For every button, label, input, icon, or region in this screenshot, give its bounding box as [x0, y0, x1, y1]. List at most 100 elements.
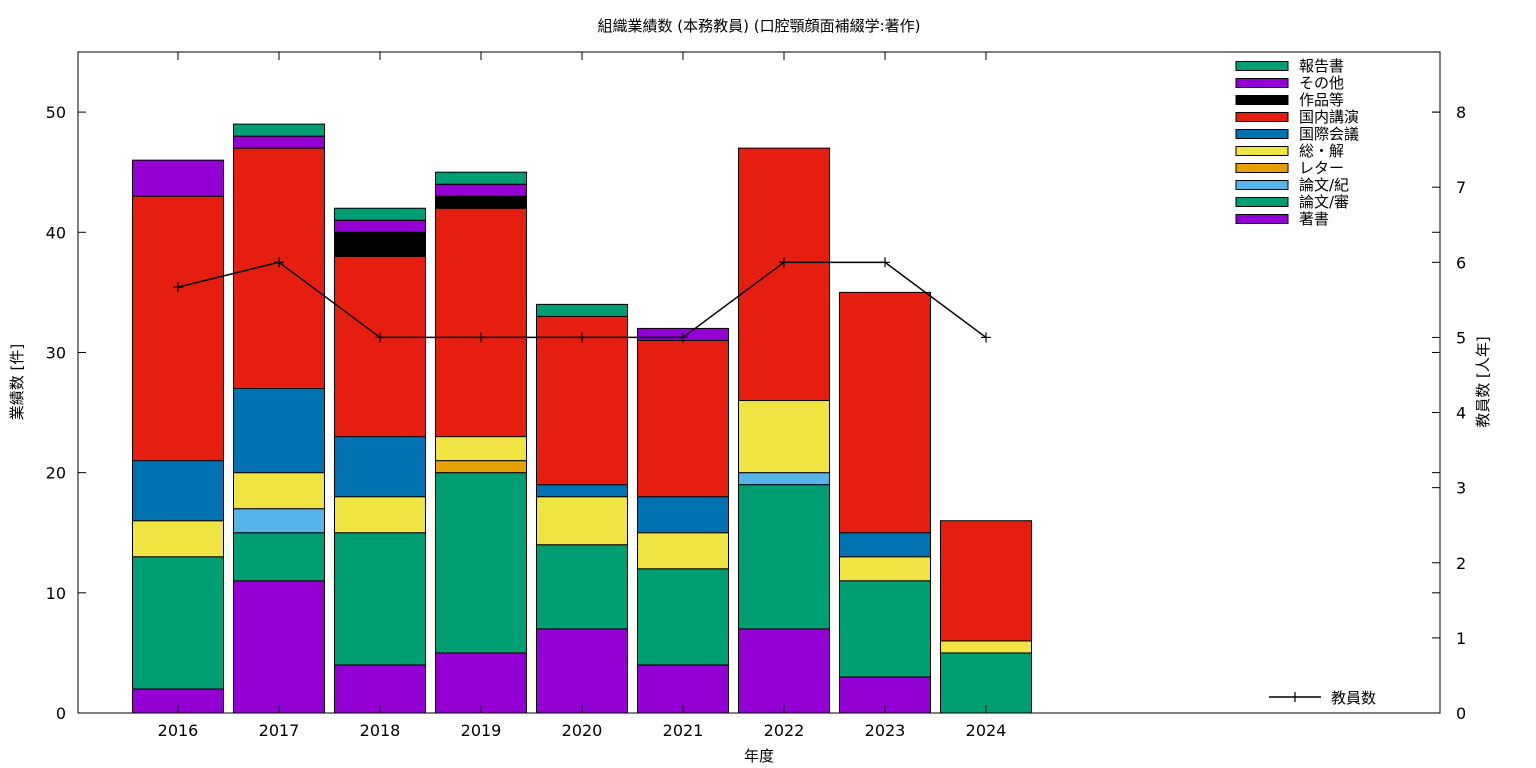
legend-item: 論文/審 [1235, 193, 1349, 211]
x-tick-label: 2018 [360, 721, 401, 740]
bar-2017-series-2 [233, 508, 325, 534]
bar-2018-series-8 [334, 219, 426, 233]
bar-2023-series-5 [839, 532, 931, 558]
bar-2024-series-6 [940, 520, 1032, 642]
y-axis-label: 業績数 [件] [8, 344, 26, 420]
legend-item: 論文/紀 [1235, 176, 1349, 194]
legend-swatch [1235, 214, 1289, 224]
legend-swatch [1235, 78, 1289, 88]
y2-tick-label: 1 [1456, 629, 1466, 648]
y-tick-label: 10 [46, 584, 66, 603]
legend-label: 著書 [1299, 210, 1329, 228]
x-axis-label: 年度 [744, 747, 774, 765]
bar-2022-series-6 [738, 147, 830, 402]
bar-2022-series-2 [738, 472, 830, 486]
legend-swatch [1235, 197, 1289, 207]
legend-item: 総・解 [1235, 142, 1344, 160]
bar-2020-series-0 [536, 628, 628, 714]
x-tick-label: 2021 [663, 721, 704, 740]
bar-2018-series-1 [334, 532, 426, 666]
x-tick-label: 2016 [158, 721, 199, 740]
legend-swatch [1235, 95, 1289, 105]
bar-2023-series-4 [839, 556, 931, 582]
legend-label: レター [1299, 159, 1344, 177]
line-point-2018 [375, 332, 385, 343]
line-point-2021 [678, 332, 688, 343]
legend-label: 作品等 [1299, 91, 1344, 109]
bar-2021-series-4 [637, 532, 729, 570]
x-tick-label: 2023 [865, 721, 906, 740]
legend-swatch [1235, 61, 1289, 71]
legend-item: レター [1235, 159, 1344, 177]
bar-2016-series-1 [132, 556, 224, 690]
y2-tick-label: 3 [1456, 479, 1466, 498]
legend-item: 国際会議 [1235, 125, 1359, 143]
bar-2020-series-1 [536, 544, 628, 630]
bar-2023-series-6 [839, 291, 931, 534]
bar-2018-series-0 [334, 664, 426, 714]
legend-label: 論文/審 [1299, 193, 1349, 211]
x-tick-label: 2017 [259, 721, 300, 740]
line-point-2020 [577, 332, 587, 343]
axes-layer: 0 10 20 30 40 50 0 1 2 3 4 5 6 7 8 2016 2017 2018 2019 2020… [46, 51, 1466, 740]
legend-item: 著書 [1235, 210, 1329, 228]
bar-2019-series-1 [435, 472, 527, 654]
bar-2019-series-8 [435, 183, 527, 197]
bar-2024-series-4 [940, 640, 1032, 654]
bar-2022-series-0 [738, 628, 830, 714]
y-tick-label: 30 [46, 343, 66, 362]
bar-2020-series-4 [536, 496, 628, 546]
bar-2018-series-9 [334, 207, 426, 221]
bar-2017-series-0 [233, 580, 325, 714]
y-tick-label: 50 [46, 103, 66, 122]
legend-item: 国内講演 [1235, 108, 1359, 126]
bar-2023-series-1 [839, 580, 931, 678]
bar-2016-series-5 [132, 460, 224, 522]
bar-2019-series-7 [435, 195, 527, 209]
bar-2019-series-0 [435, 652, 527, 714]
legend-label: 論文/紀 [1299, 176, 1349, 194]
legend-label: 総・解 [1299, 142, 1344, 160]
chart-title: 組織業績数 (本務教員) (口腔顎顔面補綴学:著作) [597, 17, 920, 35]
bars-layer [132, 123, 1032, 714]
bar-2017-series-6 [233, 147, 325, 390]
bar-2016-series-8 [132, 159, 224, 197]
legend-swatch [1235, 112, 1289, 122]
y2-tick-label: 5 [1456, 328, 1466, 347]
bar-2017-series-8 [233, 135, 325, 149]
bar-2017-series-9 [233, 123, 325, 137]
y2-tick-label: 0 [1456, 704, 1466, 723]
bar-2019-series-9 [435, 171, 527, 185]
bar-2019-series-6 [435, 207, 527, 438]
bar-2021-series-5 [637, 496, 729, 534]
bar-2018-series-6 [334, 255, 426, 438]
bar-2018-series-4 [334, 496, 426, 534]
plot-frame [77, 51, 1441, 714]
line-point-2023 [880, 257, 890, 268]
line-point-2024 [981, 332, 991, 343]
legend-swatch [1235, 180, 1289, 190]
legend-item: その他 [1235, 74, 1344, 92]
y2-tick-label: 4 [1456, 404, 1466, 423]
bar-2021-series-0 [637, 664, 729, 714]
x-tick-label: 2020 [562, 721, 603, 740]
legend-label: 教員数 [1331, 689, 1376, 707]
y-tick-label: 20 [46, 464, 66, 483]
legend-label: 国際会議 [1299, 125, 1359, 143]
legend-label: 国内講演 [1299, 108, 1359, 126]
bar-2024-series-1 [940, 652, 1032, 714]
legend-swatch [1235, 129, 1289, 139]
bar-2018-series-5 [334, 436, 426, 498]
bar-2016-series-6 [132, 195, 224, 462]
y2-tick-label: 6 [1456, 253, 1466, 272]
bar-2017-series-5 [233, 388, 325, 474]
legend-label: その他 [1299, 74, 1344, 92]
bar-2022-series-1 [738, 484, 830, 630]
legend-item: 報告書 [1235, 57, 1344, 75]
y2-axis-label: 教員数 [人年] [1474, 336, 1492, 427]
bar-2021-series-1 [637, 568, 729, 666]
bar-2019-series-4 [435, 436, 527, 462]
line-point-2017 [274, 257, 284, 268]
